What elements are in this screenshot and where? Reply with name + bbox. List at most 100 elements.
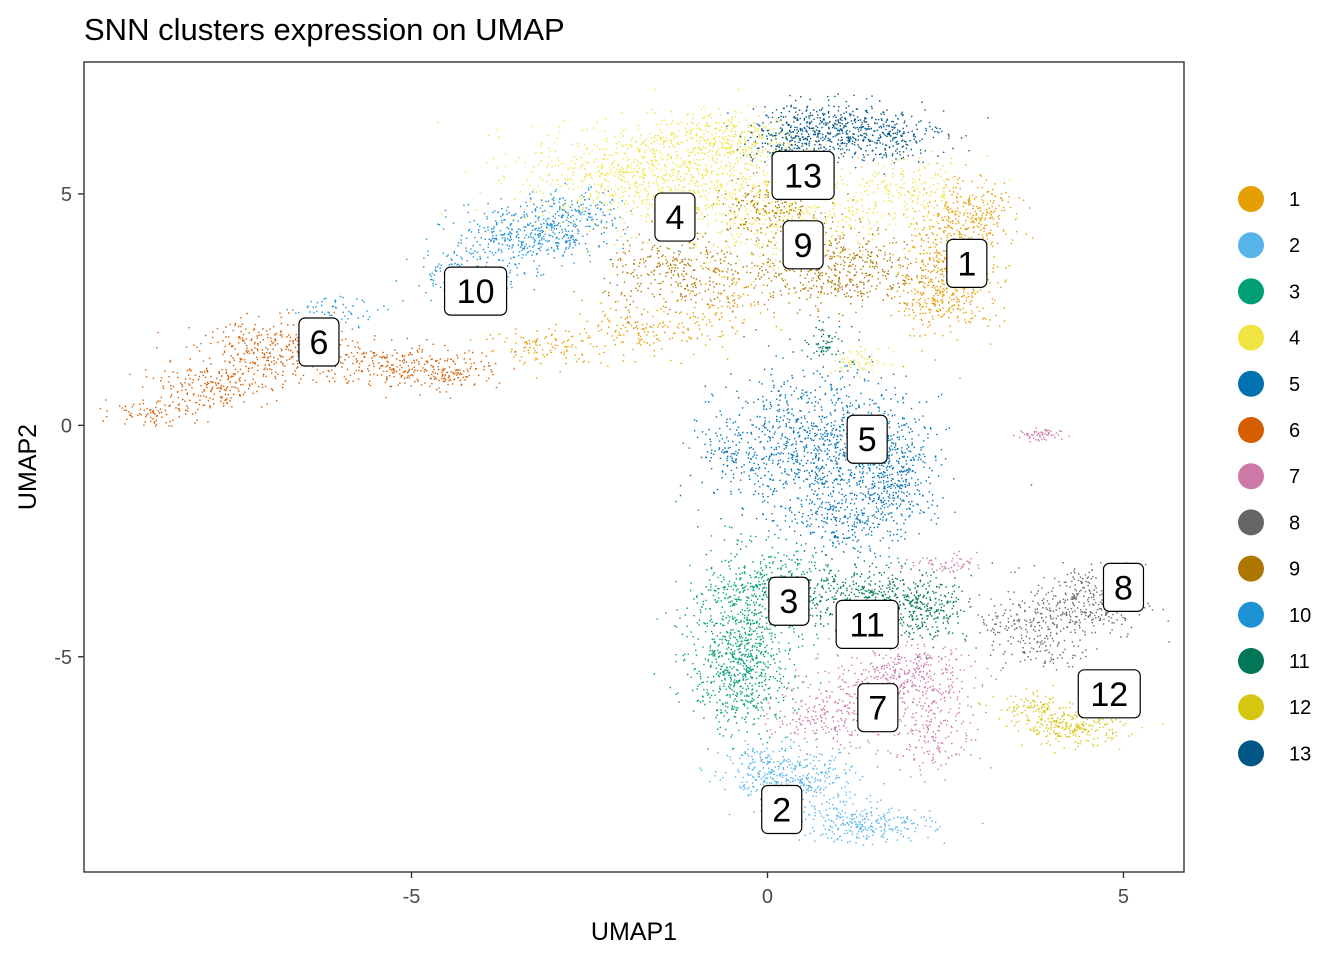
legend-item-13: 13 [1238, 740, 1311, 767]
legend-item-8: 8 [1238, 509, 1300, 536]
cluster-2-points [699, 728, 984, 846]
cluster-7-point-group [754, 670, 897, 756]
legend-swatch [1238, 370, 1264, 397]
cluster-12-point-group [978, 684, 1065, 723]
cluster-label-10: 10 [443, 266, 508, 316]
cluster-label-5: 5 [846, 414, 888, 464]
legend-label: 9 [1289, 559, 1300, 581]
cluster-5-point-group [682, 407, 750, 483]
legend-swatch [1238, 509, 1264, 536]
legend-swatch [1238, 186, 1264, 212]
legend-swatch [1238, 601, 1264, 628]
cluster-6-point-group [99, 400, 198, 427]
y-tick-label: 5 [61, 184, 72, 206]
cluster-label-text: 3 [779, 583, 798, 621]
cluster-13-point-group [736, 116, 839, 174]
x-tick-label: 5 [1118, 886, 1129, 908]
cluster-10-point-group [286, 295, 404, 330]
legend-label: 7 [1289, 466, 1300, 488]
cluster-10-points [286, 182, 680, 330]
legend-swatch [1238, 740, 1264, 767]
cluster-7-point-group [1013, 427, 1070, 443]
legend-label: 13 [1289, 743, 1311, 765]
cluster-label-box [768, 576, 810, 626]
cluster-2-point-group [768, 799, 984, 846]
legend-swatch [1238, 694, 1264, 721]
cluster-label-text: 1 [957, 245, 976, 283]
cluster-10-point-group [395, 249, 538, 302]
cluster-label-box [654, 192, 696, 242]
plot-panel-border [83, 61, 1185, 873]
legend-label: 11 [1289, 651, 1310, 673]
cluster-1-points [469, 162, 1034, 379]
cluster-label-4: 4 [654, 192, 696, 242]
cluster-label-7: 7 [857, 683, 899, 733]
scatter-points [99, 88, 1170, 846]
cluster-1-point-group [652, 243, 787, 360]
legend-label: 8 [1289, 512, 1300, 534]
cluster-1-point-group [548, 299, 724, 365]
legend-label: 5 [1289, 374, 1300, 396]
cluster-label-box [771, 150, 835, 200]
cluster-label-box [782, 220, 824, 270]
y-tick-label: 0 [61, 415, 72, 437]
cluster-2-point-group [699, 728, 912, 829]
cluster-6-point-group [403, 355, 515, 393]
cluster-label-text: 2 [772, 792, 791, 830]
legend-swatch [1238, 555, 1264, 582]
legend-swatch [1238, 324, 1264, 351]
legend-swatch [1238, 278, 1264, 305]
cluster-4-points [436, 88, 1018, 378]
cluster-label-text: 5 [858, 421, 877, 459]
legend-label: 1 [1289, 189, 1300, 211]
legend-swatch [1238, 648, 1264, 674]
cluster-label-2: 2 [761, 784, 803, 835]
legend-item-10: 10 [1238, 601, 1311, 628]
cluster-label-box [443, 266, 508, 316]
cluster-label-text: 8 [1114, 569, 1133, 607]
cluster-5-point-group [767, 469, 956, 571]
legend-item-12: 12 [1238, 694, 1311, 721]
cluster-label-1: 1 [946, 238, 988, 288]
legend-item-1: 1 [1238, 186, 1300, 212]
cluster-label-text: 7 [868, 690, 887, 728]
x-tick-label: -5 [403, 886, 421, 908]
x-axis-ticks: -5 0 5 [403, 872, 1129, 908]
cluster-label-box [761, 784, 803, 835]
cluster-7-points [754, 427, 1070, 783]
cluster-label-text: 13 [784, 157, 822, 195]
chart-title: SNN clusters expression on UMAP [84, 12, 565, 47]
cluster-9-point-group [705, 193, 975, 334]
legend-swatch [1238, 232, 1264, 259]
legend-item-2: 2 [1238, 232, 1300, 259]
cluster-label-box [846, 414, 888, 464]
cluster-1-point-group [890, 274, 996, 337]
cluster-label-box [835, 599, 899, 649]
cluster-6-points [99, 309, 517, 427]
cluster-label-box [1102, 562, 1145, 612]
cluster-6-point-group [313, 328, 517, 399]
cluster-label-3: 3 [768, 576, 810, 626]
legend-item-3: 3 [1238, 278, 1300, 305]
cluster-label-box [946, 238, 988, 288]
legend-label: 2 [1289, 235, 1300, 257]
legend-item-7: 7 [1238, 463, 1300, 490]
legend-label: 10 [1289, 605, 1311, 627]
cluster-2-point-group [717, 740, 797, 792]
cluster-label-box [857, 683, 899, 733]
cluster-label-9: 9 [782, 220, 824, 270]
cluster-label-13: 13 [771, 150, 835, 200]
cluster-label-12: 12 [1077, 669, 1141, 719]
legend-swatch [1238, 463, 1264, 490]
cluster-label-box [1077, 669, 1141, 719]
cluster-label-6: 6 [298, 317, 340, 367]
cluster-13-points [726, 93, 989, 175]
legend-label: 12 [1289, 697, 1311, 719]
cluster-label-text: 10 [457, 273, 495, 311]
cluster-7-point-group [900, 550, 1012, 577]
legend-item-4: 4 [1238, 324, 1300, 351]
legend-item-6: 6 [1238, 417, 1300, 443]
